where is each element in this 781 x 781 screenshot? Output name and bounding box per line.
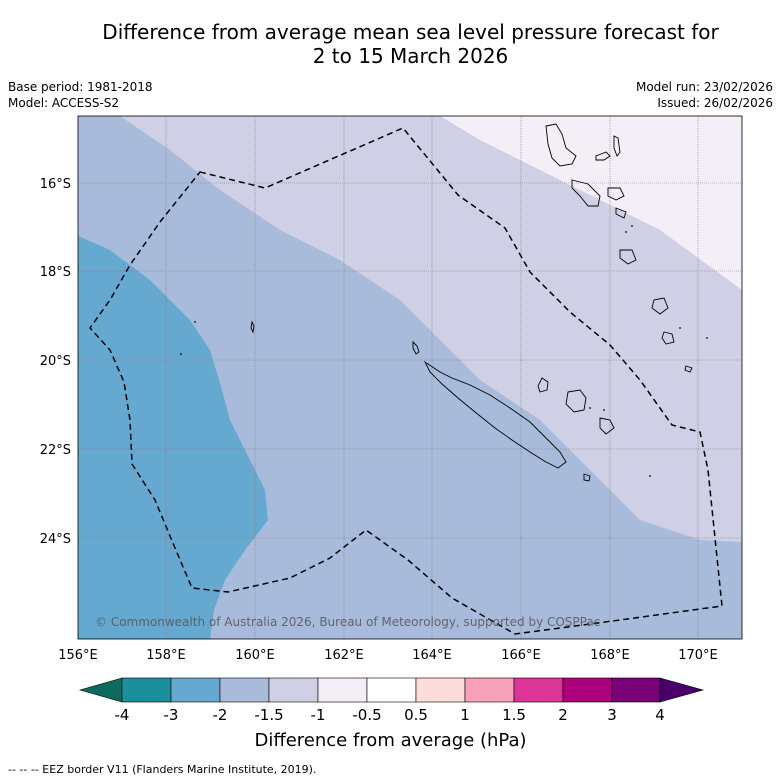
copyright-notice: © Commonwealth of Australia 2026, Bureau…	[95, 615, 600, 629]
lat-tick-24: 24°S	[40, 532, 71, 547]
lon-tick-160: 160°E	[235, 648, 275, 663]
lon-tick-170: 170°E	[678, 648, 718, 663]
model-run-text: Model run: 23/02/2026	[635, 80, 773, 94]
colorbar-label-p3: 3	[607, 706, 617, 724]
colorbar-swatch-p05	[415, 677, 466, 703]
colorbar-swatch-m1	[317, 677, 368, 703]
eez-legend-footer: -- -- -- EEZ border V11 (Flanders Marine…	[8, 763, 317, 776]
lon-tick-158: 158°E	[146, 648, 186, 663]
latitude-tick-labels: 16°S 18°S 20°S 22°S 24°S	[40, 177, 71, 547]
aneityum-island	[684, 365, 693, 373]
new-caledonia-coast	[423, 360, 567, 469]
lon-tick-164: 164°E	[412, 648, 452, 663]
metadata-left: Base period: 1981-2018 Model: ACCESS-S2	[8, 79, 153, 111]
colorbar-label-m05: -0.5	[352, 706, 382, 724]
colorbar-swatch-m15	[268, 677, 319, 703]
lat-tick-22: 22°S	[40, 443, 71, 458]
colorbar-label-p15: 1.5	[502, 706, 526, 724]
erromango-island	[651, 297, 669, 315]
ouvea-island	[537, 377, 549, 393]
map-title-line2: 2 to 15 March 2026	[312, 44, 509, 68]
colorbar-label-p2: 2	[558, 706, 568, 724]
colorbar	[78, 677, 705, 703]
epi-island	[615, 207, 627, 219]
colorbar-title: Difference from average (hPa)	[254, 730, 527, 751]
map-title-line1: Difference from average mean sea level p…	[102, 20, 719, 44]
coastline-dots	[180, 225, 708, 477]
coastlines	[250, 123, 693, 482]
colorbar-under-arrow	[78, 677, 123, 703]
ambae-island	[595, 151, 611, 161]
tanna-island	[661, 331, 675, 345]
colorbar-swatch-p2	[562, 677, 613, 703]
colorbar-swatch-m2	[219, 677, 270, 703]
pentecost-island	[607, 187, 625, 201]
colorbar-label-p4: 4	[655, 706, 665, 724]
base-period-text: Base period: 1981-2018	[8, 80, 153, 94]
colorbar-label-m4: -4	[114, 706, 130, 724]
colorbar-label-p1: 1	[460, 706, 470, 724]
efate-island	[619, 249, 637, 265]
pressure-anomaly-field	[78, 116, 742, 639]
colorbar-label-m15: -1.5	[254, 706, 284, 724]
chesterfield-reef	[250, 320, 255, 334]
malakula-island	[571, 179, 601, 207]
colorbar-label-m3: -3	[163, 706, 179, 724]
metadata-right: Model run: 23/02/2026 Issued: 26/02/2026	[636, 79, 773, 111]
lon-tick-162: 162°E	[324, 648, 364, 663]
isle-of-pines	[583, 473, 591, 482]
colorbar-over-arrow	[659, 677, 705, 703]
colorbar-label-m2: -2	[212, 706, 228, 724]
lat-tick-16: 16°S	[40, 177, 71, 192]
maewo-island	[613, 135, 621, 157]
colorbar-label-p05: 0.5	[404, 706, 428, 724]
colorbar-swatch-m4	[121, 677, 172, 703]
longitude-tick-labels: 156°E 158°E 160°E 162°E 164°E 166°E 168°…	[58, 648, 718, 663]
map-frame	[77, 115, 743, 640]
mare-island	[599, 417, 615, 435]
colorbar-swatch-p3	[611, 677, 661, 703]
colorbar-swatch-m3	[170, 677, 221, 703]
issued-text: Issued: 26/02/2026	[657, 96, 773, 110]
eez-border-new-caledonia	[89, 127, 723, 635]
lon-tick-168: 168°E	[590, 648, 630, 663]
lifou-island	[565, 389, 587, 413]
espiritu-santo	[545, 123, 577, 167]
lon-tick-166: 166°E	[501, 648, 541, 663]
colorbar-label-m1: -1	[310, 706, 326, 724]
lat-tick-20: 20°S	[40, 354, 71, 369]
colorbar-swatch-p1	[464, 677, 515, 703]
lat-tick-18: 18°S	[40, 265, 71, 280]
belep-islands	[412, 340, 420, 355]
colorbar-swatch-0	[366, 677, 417, 703]
colorbar-swatch-p15	[513, 677, 564, 703]
lon-tick-156: 156°E	[58, 648, 98, 663]
gridlines	[78, 116, 742, 639]
model-text: Model: ACCESS-S2	[8, 96, 120, 110]
